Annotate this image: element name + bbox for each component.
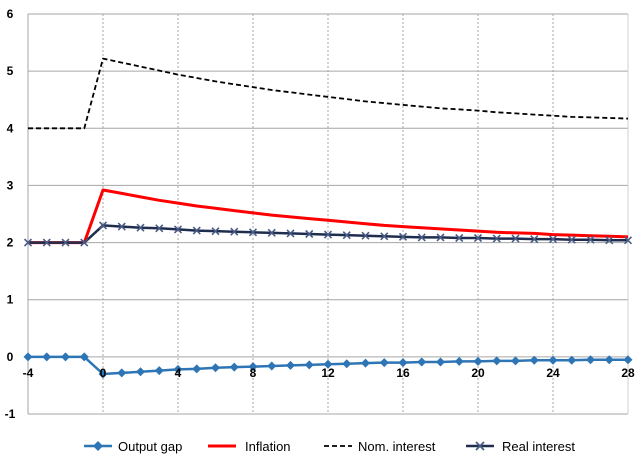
y-tick-label: 6 <box>7 7 14 21</box>
data-point-real-interest <box>136 223 145 232</box>
data-point-output-gap <box>248 362 258 372</box>
x-tick-label: 16 <box>396 366 410 380</box>
data-point-real-interest <box>380 232 389 241</box>
data-point-output-gap <box>117 368 127 378</box>
series-line-nom-interest <box>28 57 629 130</box>
data-point-real-interest <box>248 228 258 237</box>
data-point-real-interest <box>492 234 501 243</box>
y-tick-label: 2 <box>7 236 14 250</box>
y-tick-label: 0 <box>7 350 14 364</box>
data-point-output-gap <box>136 367 145 377</box>
series-line-inflation <box>28 188 629 245</box>
y-tick-label: -1 <box>5 407 16 421</box>
x-tick-label: 12 <box>321 366 335 380</box>
data-point-output-gap <box>42 352 52 362</box>
data-point-output-gap <box>604 355 614 365</box>
data-point-real-interest <box>267 228 276 237</box>
x-tick-label: -4 <box>23 366 34 380</box>
data-point-real-interest <box>398 232 408 241</box>
data-point-output-gap <box>511 356 520 366</box>
data-point-output-gap <box>492 356 502 366</box>
data-point-real-interest <box>173 225 183 234</box>
data-point-real-interest <box>117 222 126 231</box>
data-point-output-gap <box>379 358 389 368</box>
data-point-real-interest <box>342 231 351 240</box>
data-point-real-interest <box>436 233 445 242</box>
legend-label-output-gap: Output gap <box>118 439 182 454</box>
data-point-real-interest <box>80 238 89 247</box>
data-point-output-gap <box>286 360 295 370</box>
data-point-real-interest <box>623 236 633 245</box>
data-point-output-gap <box>229 362 239 372</box>
legend-label-nom-interest: Nom. interest <box>358 439 436 454</box>
data-point-output-gap <box>154 366 164 376</box>
data-point-real-interest <box>511 234 520 243</box>
data-point-output-gap <box>342 359 352 369</box>
legend-label-real-interest: Real interest <box>502 439 575 454</box>
x-tick-label: 4 <box>175 366 182 380</box>
x-tick-label: 0 <box>100 366 107 380</box>
data-point-real-interest <box>192 226 201 235</box>
data-point-output-gap <box>398 358 408 368</box>
x-tick-label: 8 <box>250 366 257 380</box>
data-point-output-gap <box>79 352 89 362</box>
data-point-output-gap <box>304 360 314 370</box>
data-point-output-gap <box>529 355 539 365</box>
data-point-real-interest <box>42 238 51 247</box>
data-point-real-interest <box>61 238 70 247</box>
y-tick-label: 4 <box>7 121 14 135</box>
data-point-output-gap <box>192 364 202 374</box>
data-point-output-gap <box>173 364 183 374</box>
data-point-real-interest <box>23 238 33 247</box>
y-tick-label: 1 <box>7 293 14 307</box>
axes <box>27 14 629 415</box>
data-point-output-gap <box>548 355 558 365</box>
data-point-real-interest <box>455 233 464 243</box>
grid <box>28 13 629 414</box>
data-point-real-interest <box>417 233 426 242</box>
x-tick-label: 24 <box>546 366 560 380</box>
data-point-output-gap <box>567 355 577 365</box>
x-tick-label: 20 <box>471 366 485 380</box>
data-point-real-interest <box>586 235 595 244</box>
data-point-real-interest <box>211 227 220 236</box>
data-point-output-gap <box>454 356 464 366</box>
data-point-output-gap <box>623 355 633 365</box>
data-point-output-gap <box>586 355 595 365</box>
data-point-real-interest <box>567 235 576 244</box>
data-point-real-interest <box>473 233 483 243</box>
legend-marker-real-interest <box>475 441 485 451</box>
y-tick-label: 5 <box>7 64 14 78</box>
data-point-output-gap <box>211 363 220 373</box>
data-point-real-interest <box>305 229 314 239</box>
data-point-output-gap <box>436 357 445 367</box>
legend: Output gap Inflation Nom. interest Real int… <box>84 439 575 454</box>
data-point-real-interest <box>361 231 370 240</box>
x-tick-label: 28 <box>621 366 635 380</box>
data-point-real-interest <box>530 235 539 244</box>
data-point-real-interest <box>155 224 164 233</box>
data-point-output-gap <box>23 352 33 362</box>
y-tick-label: 3 <box>7 178 14 192</box>
data-point-output-gap <box>98 369 108 379</box>
data-point-output-gap <box>323 359 333 369</box>
data-point-real-interest <box>605 236 614 245</box>
data-point-real-interest <box>323 230 333 239</box>
data-point-real-interest <box>98 221 108 230</box>
legend-label-inflation: Inflation <box>245 439 291 454</box>
data-point-output-gap <box>361 358 370 368</box>
legend-marker-output-gap <box>93 441 103 451</box>
data-point-output-gap <box>267 361 277 371</box>
data-point-real-interest <box>548 235 558 244</box>
data-point-real-interest <box>286 229 295 238</box>
data-point-real-interest <box>230 227 239 236</box>
data-point-output-gap <box>61 352 70 362</box>
data-point-output-gap <box>417 357 427 367</box>
data-point-output-gap <box>473 356 483 366</box>
series-layer <box>23 57 633 379</box>
